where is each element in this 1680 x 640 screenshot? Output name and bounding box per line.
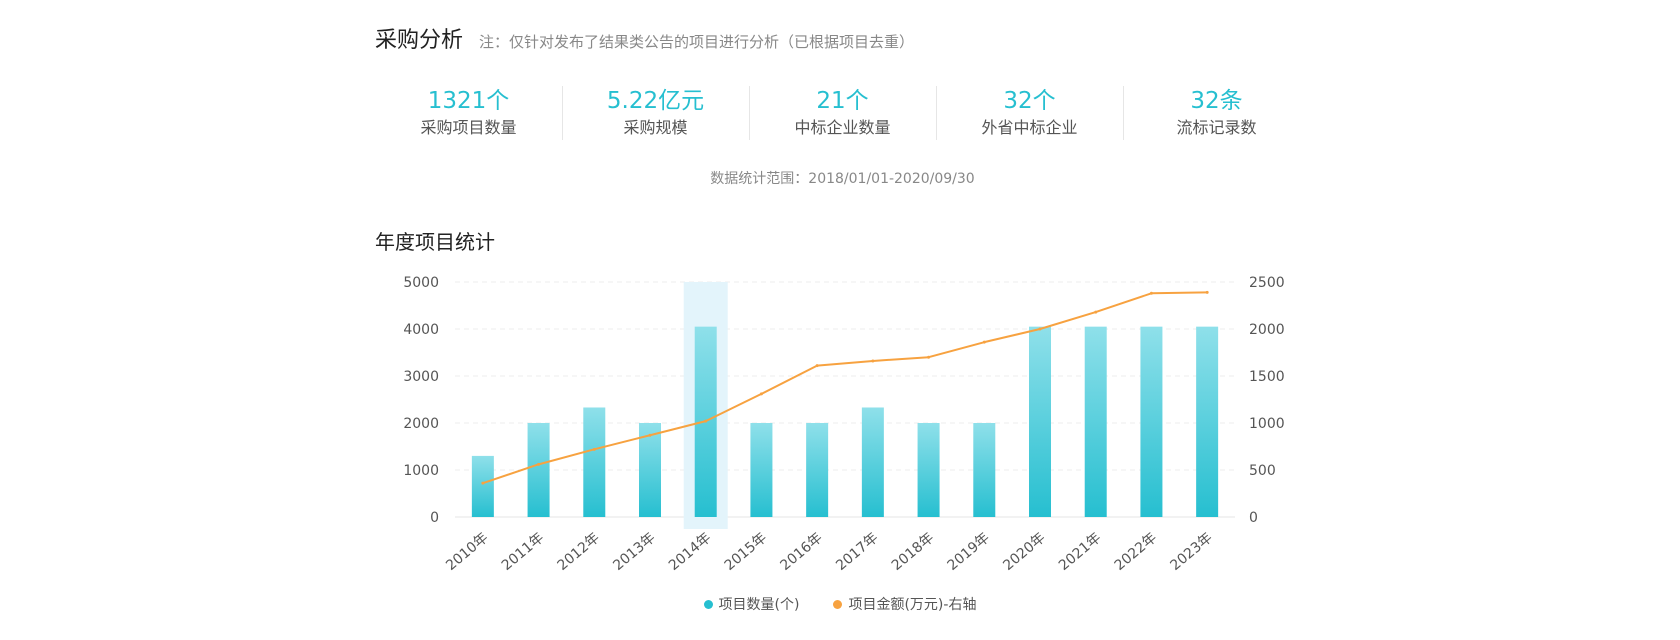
bar[interactable] [917, 423, 940, 517]
x-tick-label: 2014年 [666, 530, 714, 574]
x-tick-label: 2022年 [1112, 530, 1160, 574]
line-series [481, 290, 1209, 485]
stat-value: 5.22亿元 [606, 88, 705, 114]
line-point[interactable] [1094, 310, 1098, 314]
y2-tick-label: 2500 [1249, 275, 1285, 291]
stat-project-count: 1321个 采购项目数量 [375, 82, 562, 144]
bar[interactable] [973, 423, 996, 517]
legend-label-count: 项目数量(个) [718, 597, 800, 613]
x-tick-label: 2018年 [889, 530, 937, 574]
stat-label: 采购规模 [623, 118, 688, 137]
x-tick-label: 2010年 [443, 530, 491, 574]
amount-line [482, 291, 1208, 485]
bar[interactable] [806, 423, 829, 517]
stat-value: 21个 [816, 88, 869, 114]
y-tick-label: 2000 [403, 416, 439, 432]
legend-item-count[interactable]: 项目数量(个) [703, 594, 800, 614]
right-y-axis: 0 500 1000 1500 2000 2500 [1249, 275, 1285, 526]
chart-title: 年度项目统计 [375, 230, 495, 254]
bar[interactable] [1084, 326, 1107, 517]
stat-value: 32条 [1190, 88, 1243, 114]
line-point[interactable] [481, 481, 485, 485]
y2-tick-label: 500 [1249, 463, 1276, 479]
stat-out-of-province: 32个 外省中标企业 [936, 82, 1123, 144]
line-point[interactable] [537, 462, 541, 466]
stat-winning-companies: 21个 中标企业数量 [749, 82, 936, 144]
bar[interactable] [1029, 326, 1051, 517]
bar[interactable] [1196, 326, 1219, 517]
bar-series [471, 326, 1219, 517]
y2-tick-label: 1500 [1249, 369, 1285, 385]
line-point[interactable] [592, 447, 596, 451]
chart-legend: 项目数量(个) 项目金额(万元)-右轴 [0, 594, 1680, 614]
stats-row: 1321个 采购项目数量 5.22亿元 采购规模 21个 中标企业数量 32个 … [375, 82, 1310, 144]
line-point[interactable] [871, 359, 875, 363]
line-point[interactable] [1038, 327, 1042, 331]
y-tick-label: 0 [430, 510, 439, 526]
x-tick-label: 2013年 [610, 530, 658, 574]
line-point[interactable] [1149, 291, 1153, 295]
grid-lines [455, 281, 1235, 518]
line-point[interactable] [982, 340, 986, 344]
bar[interactable] [639, 423, 661, 517]
bar[interactable] [471, 455, 494, 517]
x-tick-label: 2017年 [833, 530, 881, 574]
y-tick-label: 4000 [403, 322, 439, 338]
bar[interactable] [861, 407, 884, 517]
x-tick-label: 2020年 [1000, 530, 1048, 574]
line-point[interactable] [704, 419, 708, 423]
bar[interactable] [1140, 326, 1163, 517]
line-point[interactable] [815, 364, 819, 368]
bar[interactable] [583, 407, 606, 517]
bar[interactable] [750, 423, 773, 517]
bar[interactable] [527, 423, 550, 517]
stat-label: 外省中标企业 [981, 118, 1078, 137]
legend-dot-amount [833, 599, 843, 609]
legend-dot-count [703, 599, 713, 609]
x-tick-label: 2011年 [499, 530, 547, 574]
x-axis: 2010年 2011年 2012年 2013年 2014年 2015年 2016年 2017年… [443, 530, 1216, 574]
legend-label-amount: 项目金额(万元)-右轴 [848, 597, 977, 613]
section-header: 采购分析 注：仅针对发布了结果类公告的项目进行分析（已根据项目去重） [375, 22, 914, 54]
x-tick-label: 2015年 [722, 530, 770, 574]
y-tick-label: 3000 [403, 369, 439, 385]
line-point[interactable] [1205, 290, 1209, 294]
stat-label: 采购项目数量 [420, 118, 517, 137]
legend-item-amount[interactable]: 项目金额(万元)-右轴 [833, 594, 976, 614]
x-tick-label: 2023年 [1167, 530, 1215, 574]
section-title: 采购分析 [375, 28, 464, 53]
line-point[interactable] [648, 433, 652, 437]
stat-label: 中标企业数量 [794, 118, 891, 137]
line-point[interactable] [759, 392, 763, 396]
left-y-axis: 0 1000 2000 3000 4000 5000 [403, 275, 439, 526]
x-tick-label: 2021年 [1056, 530, 1104, 574]
y-tick-label: 1000 [403, 463, 439, 479]
stat-label: 流标记录数 [1176, 118, 1257, 137]
y-tick-label: 5000 [403, 275, 439, 291]
stat-failed-bids: 32条 流标记录数 [1123, 82, 1310, 144]
stat-procurement-scale: 5.22亿元 采购规模 [562, 82, 749, 144]
y2-tick-label: 1000 [1249, 416, 1285, 432]
y2-tick-label: 0 [1249, 510, 1258, 526]
stat-value: 32个 [1003, 88, 1056, 114]
data-range-note: 数据统计范围：2018/01/01-2020/09/30 [710, 171, 975, 187]
line-point[interactable] [927, 355, 931, 359]
x-tick-label: 2019年 [945, 530, 993, 574]
x-tick-label: 2016年 [777, 530, 825, 574]
y2-tick-label: 2000 [1249, 322, 1285, 338]
section-note: 注：仅针对发布了结果类公告的项目进行分析（已根据项目去重） [479, 33, 915, 51]
x-tick-label: 2012年 [555, 530, 603, 574]
stat-value: 1321个 [427, 88, 510, 114]
